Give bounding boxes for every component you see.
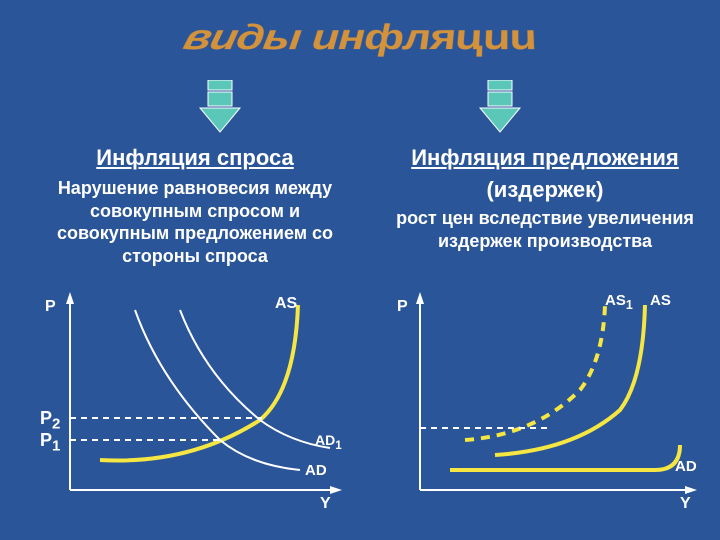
label-p1: P1 bbox=[40, 430, 60, 455]
label-ad-left: AD bbox=[305, 462, 327, 479]
heading-supply: Инфляция предложения bbox=[385, 145, 705, 171]
label-p-left: P bbox=[45, 298, 56, 316]
label-ad1-left: AD1 bbox=[315, 432, 342, 452]
chart-demand: P P2 P1 AS AD1 AD Y bbox=[40, 290, 350, 520]
main-title: виды инфляции bbox=[0, 17, 720, 58]
label-as1-right: AS1 bbox=[605, 292, 633, 312]
chart-supply: P AS1 AS AD Y bbox=[395, 290, 705, 520]
label-y-left: Y bbox=[320, 495, 331, 513]
label-as-right: AS bbox=[650, 292, 671, 309]
label-y-right: Y bbox=[680, 495, 691, 513]
desc-supply: рост цен вследствие увеличения издержек … bbox=[385, 207, 705, 252]
section-supply: Инфляция предложения (издержек) рост цен… bbox=[385, 145, 705, 252]
desc-demand: Нарушение равновесия между совокупным сп… bbox=[35, 177, 355, 267]
label-as-left: AS bbox=[275, 295, 297, 313]
heading-demand: Инфляция спроса bbox=[35, 145, 355, 171]
subheading-supply: (издержек) bbox=[385, 177, 705, 203]
label-ad-right: AD bbox=[675, 458, 697, 475]
label-p2: P2 bbox=[40, 408, 60, 433]
section-demand: Инфляция спроса Нарушение равновесия меж… bbox=[35, 145, 355, 267]
arrow-left bbox=[190, 80, 250, 135]
arrow-right bbox=[470, 80, 530, 135]
label-p-right: P bbox=[397, 298, 408, 316]
